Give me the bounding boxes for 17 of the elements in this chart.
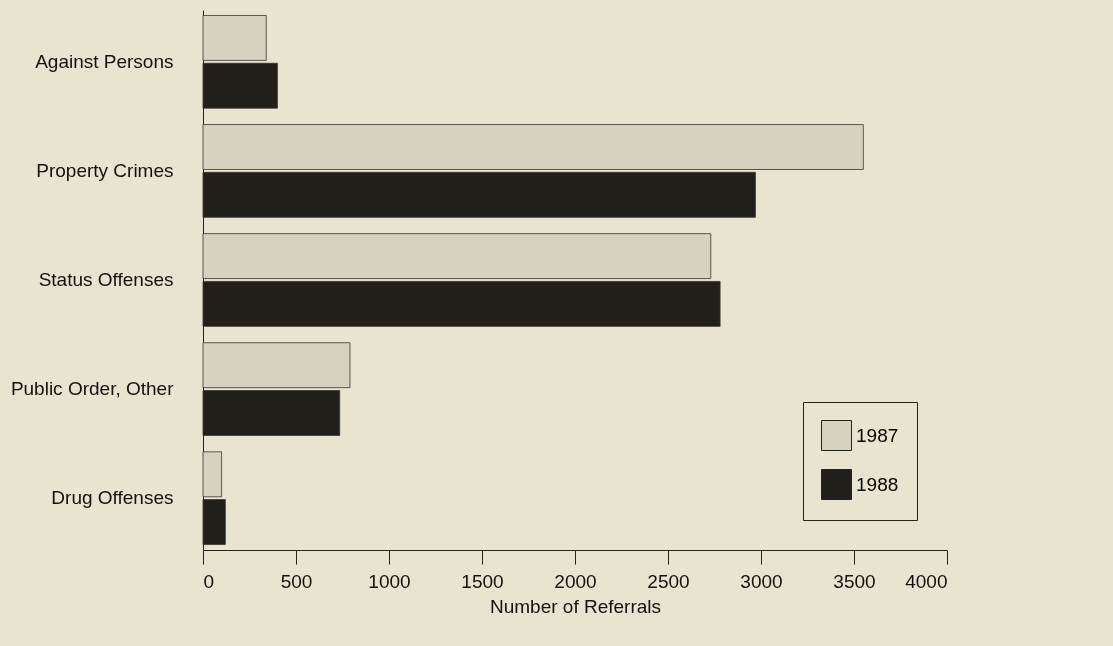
legend-label: 1987 xyxy=(856,424,899,446)
y-tick-label: Status Offenses xyxy=(38,269,174,290)
y-tick-label: Against Persons xyxy=(35,50,174,72)
x-tick-label: 2500 xyxy=(647,570,690,592)
x-axis-title: Number of Referrals xyxy=(489,595,662,617)
y-tick-label: Property Crimes xyxy=(36,159,174,181)
x-tick-label: 1500 xyxy=(461,570,504,592)
x-tick-label: 0 xyxy=(203,570,215,592)
x-tick-label: 3000 xyxy=(740,570,783,592)
x-tick-label: 4000 xyxy=(905,570,948,592)
y-tick-label: Drug Offenses xyxy=(51,487,174,509)
y-tick-label: Public Order, Other xyxy=(10,378,175,400)
x-tick-label: 2000 xyxy=(554,570,597,592)
x-tick-label: 500 xyxy=(280,570,313,592)
legend-label: 1988 xyxy=(856,473,899,495)
x-tick-label: 1000 xyxy=(368,570,411,592)
x-tick-label: 3500 xyxy=(833,570,876,592)
